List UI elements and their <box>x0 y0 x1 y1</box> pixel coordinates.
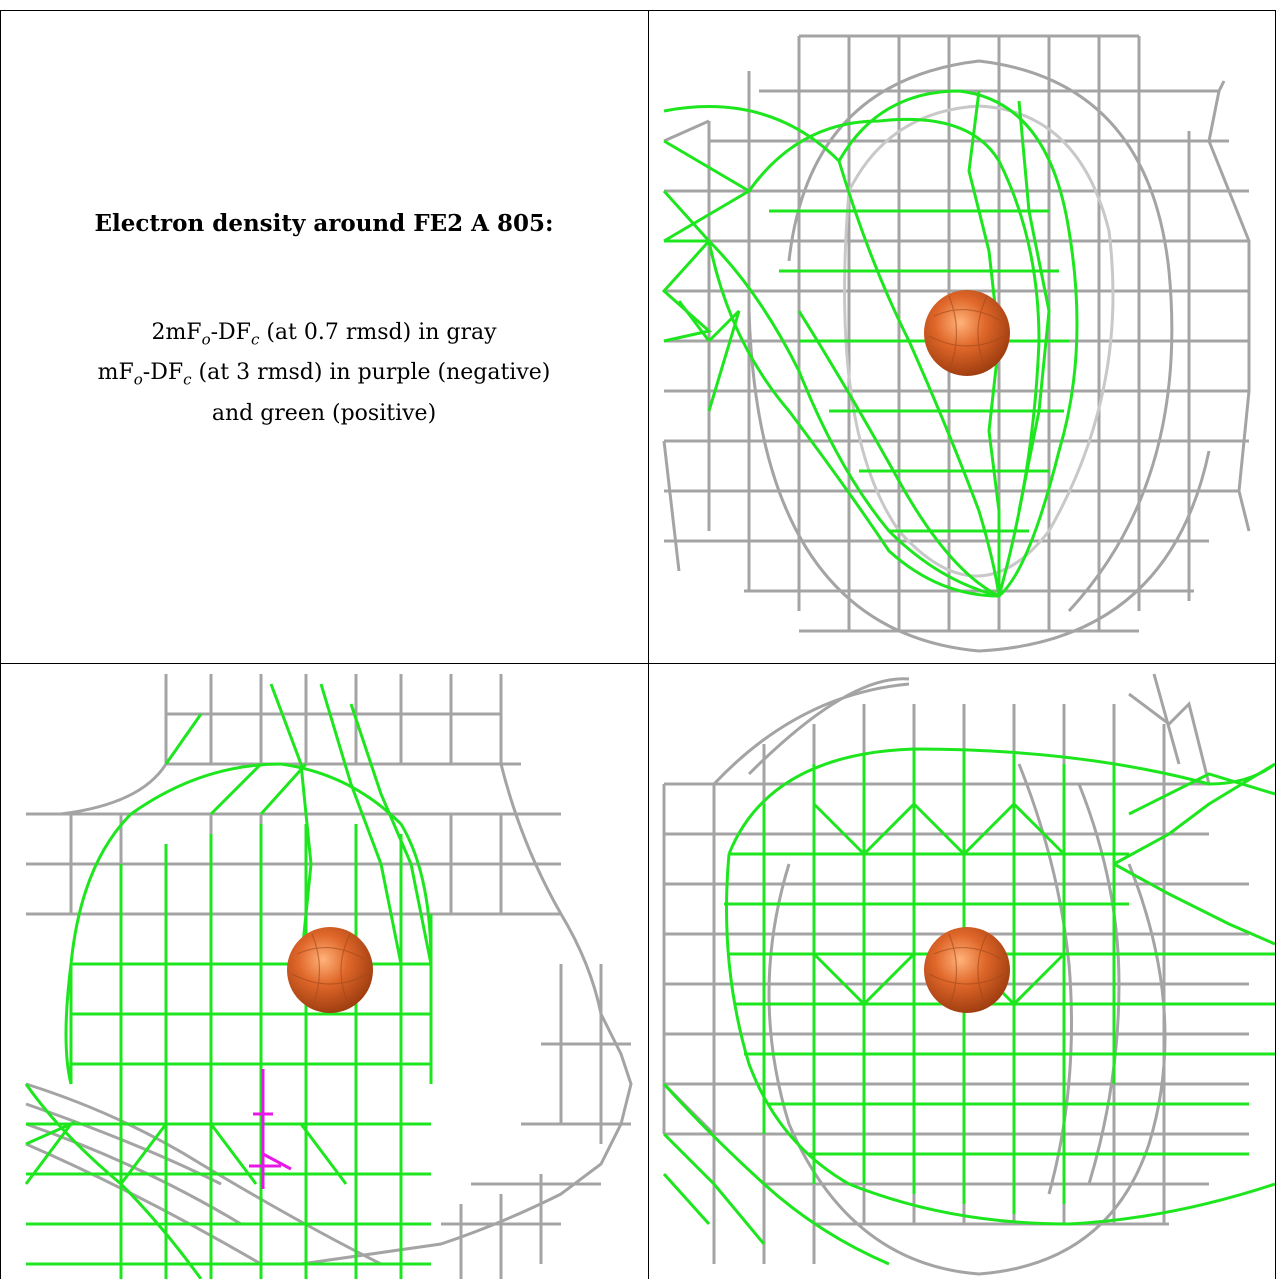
density-panel-bottom-right <box>649 664 1275 1279</box>
legend-line-gray: 2mFo-DFc (at 0.7 rmsd) in gray <box>0 316 648 356</box>
density-view-3 <box>649 664 1275 1279</box>
formula-text: -DF <box>143 360 183 385</box>
fe-atom-sphere <box>287 927 373 1013</box>
density-panel-top-right <box>649 11 1275 663</box>
legend-line-difference: mFo-DFc (at 3 rmsd) in purple (negative) <box>0 356 648 396</box>
density-panel-bottom-left <box>1 664 648 1279</box>
formula-text: -DF <box>211 320 251 345</box>
legend-text: (at 0.7 rmsd) in gray <box>259 320 496 345</box>
fe-atom-sphere <box>924 927 1010 1013</box>
green-mesh-positive <box>664 91 1077 596</box>
purple-mesh-negative <box>249 1069 291 1189</box>
fe-atom-sphere <box>924 290 1010 376</box>
caption-cell: Electron density around FE2 A 805: 2mFo-… <box>0 0 648 663</box>
density-view-1 <box>649 11 1275 663</box>
caption-legend: 2mFo-DFc (at 0.7 rmsd) in gray mFo-DFc (… <box>0 316 648 430</box>
legend-text: (at 3 rmsd) in purple (negative) <box>192 360 551 385</box>
formula-text: 2mF <box>151 320 201 345</box>
formula-sub: o <box>202 330 211 348</box>
formula-sub: o <box>134 371 143 389</box>
formula-text: mF <box>98 360 134 385</box>
legend-line-green: and green (positive) <box>0 397 648 430</box>
formula-sub: c <box>183 371 191 389</box>
caption-title: Electron density around FE2 A 805: <box>0 210 648 237</box>
density-view-2 <box>1 664 648 1279</box>
